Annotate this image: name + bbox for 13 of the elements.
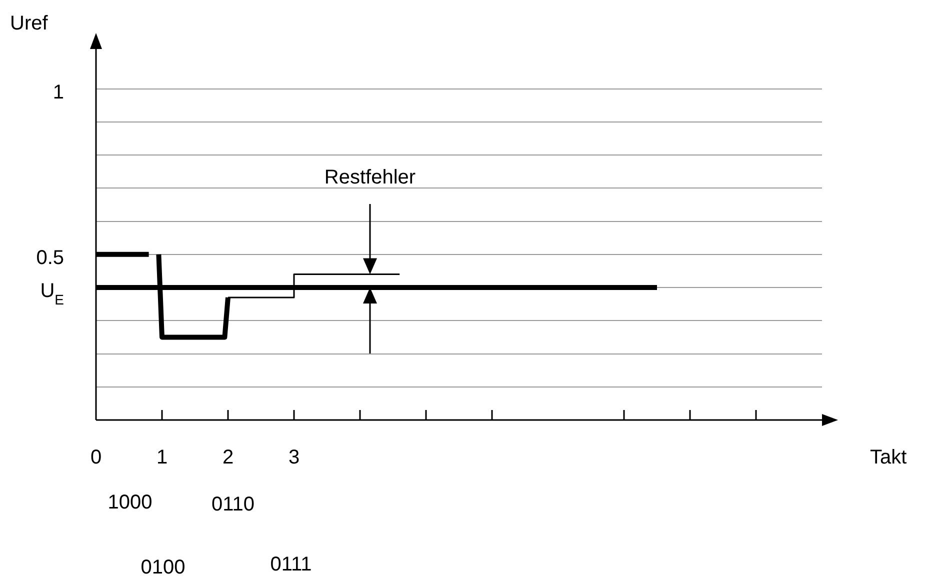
- x-tick-label: 2: [222, 446, 234, 469]
- x-tick-label: 0: [90, 446, 102, 469]
- x-axis-title: Takt: [870, 446, 908, 469]
- text: 0111: [270, 554, 312, 576]
- y-tick-label: 0.5: [36, 246, 64, 269]
- text: 0100: [140, 556, 186, 579]
- annotation: Restfehler: [324, 166, 416, 189]
- x-tick-label: 3: [288, 446, 300, 469]
- y-tick-label: 1: [52, 81, 64, 104]
- x-tick-label: 1: [156, 446, 168, 469]
- y-axis-title: Uref: [10, 12, 48, 35]
- text: 0110: [211, 494, 255, 516]
- text: 1000: [108, 492, 152, 514]
